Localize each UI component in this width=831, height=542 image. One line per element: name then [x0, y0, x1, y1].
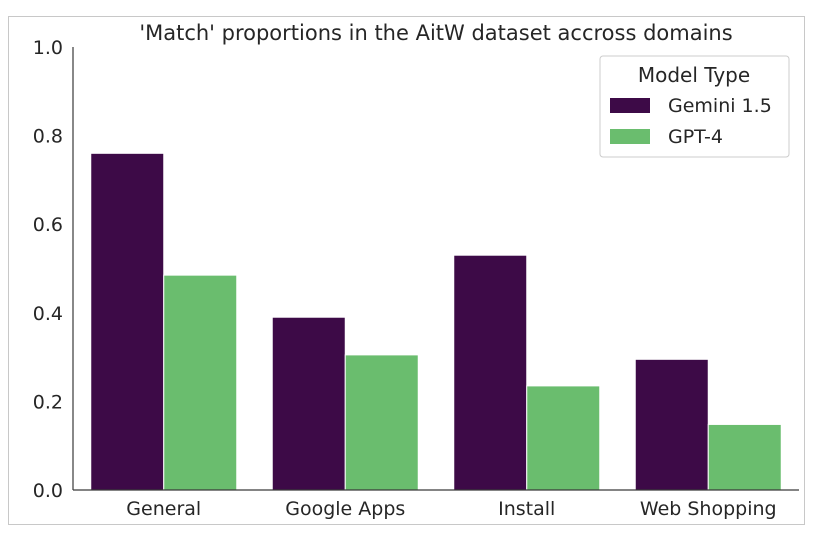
x-tick-label: Web Shopping [640, 498, 777, 520]
legend-label-gpt4: GPT-4 [668, 126, 723, 148]
x-tick-label: Google Apps [285, 498, 405, 520]
x-tick-label: Install [498, 498, 555, 520]
legend-title: Model Type [638, 63, 750, 87]
bar-gemini-1-5-google-apps [271, 316, 346, 491]
bar-gemini-1-5-install [453, 254, 528, 491]
bar-gpt-4-google-apps [344, 354, 419, 491]
y-tick-label: 0.8 [33, 126, 63, 148]
bar-gpt-4-install [526, 385, 601, 491]
axes-group [72, 47, 799, 491]
x-tick-label: General [126, 498, 201, 520]
y-tick-label: 1.0 [33, 37, 63, 59]
legend-label-gemini: Gemini 1.5 [668, 95, 772, 117]
x-ticks-group: General Google Apps Install Web Shopping [126, 498, 776, 520]
y-tick-label: 0.6 [33, 214, 63, 236]
bar-gpt-4-general [163, 274, 238, 491]
bar-gpt-4-web-shopping [707, 423, 782, 491]
bar-gemini-1-5-web-shopping [634, 358, 709, 491]
legend-swatch-gpt4 [610, 129, 650, 144]
bars-group [90, 152, 782, 491]
legend: Model Type Gemini 1.5 GPT-4 [599, 55, 790, 158]
y-tick-label: 0.2 [33, 391, 63, 413]
y-tick-label: 0.4 [33, 303, 63, 325]
y-ticks-group: 0.0 0.2 0.4 0.6 0.8 1.0 [33, 37, 63, 502]
bar-gemini-1-5-general [90, 152, 165, 491]
legend-swatch-gemini [610, 98, 650, 113]
chart-title: 'Match' proportions in the AitW dataset … [139, 21, 732, 45]
y-tick-label: 0.0 [33, 480, 63, 502]
